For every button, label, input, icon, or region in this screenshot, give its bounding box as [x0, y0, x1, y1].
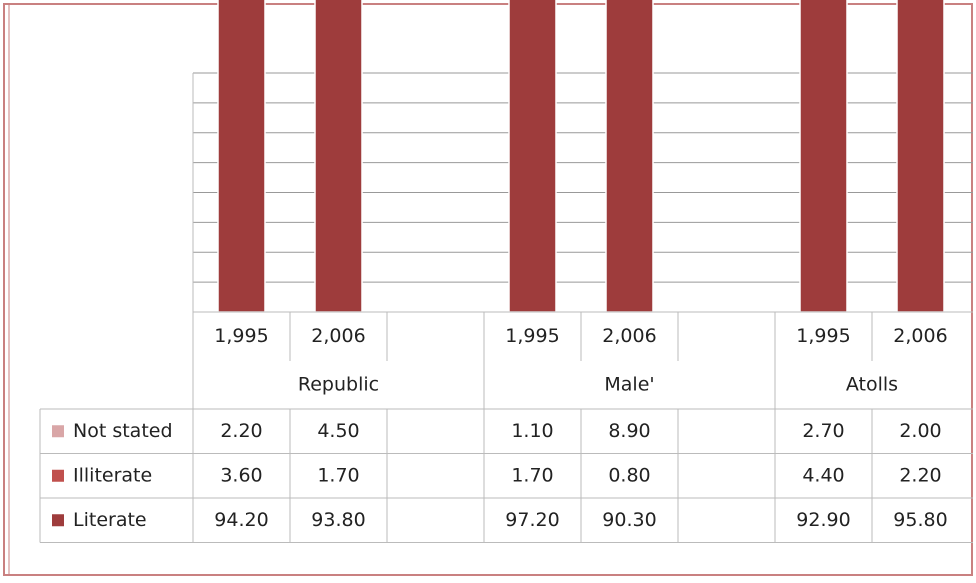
bar-segment: [605, 0, 654, 313]
x-tick-label: 2,006: [311, 325, 365, 347]
group-label: Atolls: [846, 374, 898, 396]
frame: [3, 3, 973, 576]
data-label: 4.40: [802, 464, 844, 486]
legend-swatch: [52, 469, 64, 482]
data-label: 90.30: [602, 509, 656, 531]
data-label: 4.50: [317, 420, 359, 442]
bar-segment: [896, 0, 945, 313]
legend-label: Illiterate: [73, 464, 152, 486]
x-tick-label: 1,995: [796, 325, 850, 347]
data-label: 0.80: [608, 464, 650, 486]
bar-segment: [799, 0, 848, 313]
data-label: 2.70: [802, 420, 844, 442]
data-label: 1.10: [511, 420, 553, 442]
bar-segment: [314, 0, 363, 313]
bar-segment: [508, 0, 557, 313]
x-tick-label: 2,006: [893, 325, 947, 347]
data-label: 2.20: [220, 420, 262, 442]
data-label: 92.90: [796, 509, 850, 531]
x-tick-label: 1,995: [505, 325, 559, 347]
group-label: Male': [604, 374, 654, 396]
data-label: 1.70: [317, 464, 359, 486]
data-label: 1.70: [511, 464, 553, 486]
legend-label: Literate: [73, 509, 147, 531]
data-label: 8.90: [608, 420, 650, 442]
x-tick-label: 1,995: [214, 325, 268, 347]
bar-segment: [217, 0, 266, 313]
legend-swatch: [52, 425, 64, 438]
legend-label: Not stated: [73, 420, 173, 442]
data-label: 97.20: [505, 509, 559, 531]
data-label: 2.20: [899, 464, 941, 486]
legend-swatch: [52, 514, 64, 527]
data-label: 93.80: [311, 509, 365, 531]
data-label: 2.00: [899, 420, 941, 442]
data-label: 95.80: [893, 509, 947, 531]
data-label: 94.20: [214, 509, 268, 531]
x-tick-label: 2,006: [602, 325, 656, 347]
data-label: 3.60: [220, 464, 262, 486]
group-label: Republic: [298, 374, 379, 396]
